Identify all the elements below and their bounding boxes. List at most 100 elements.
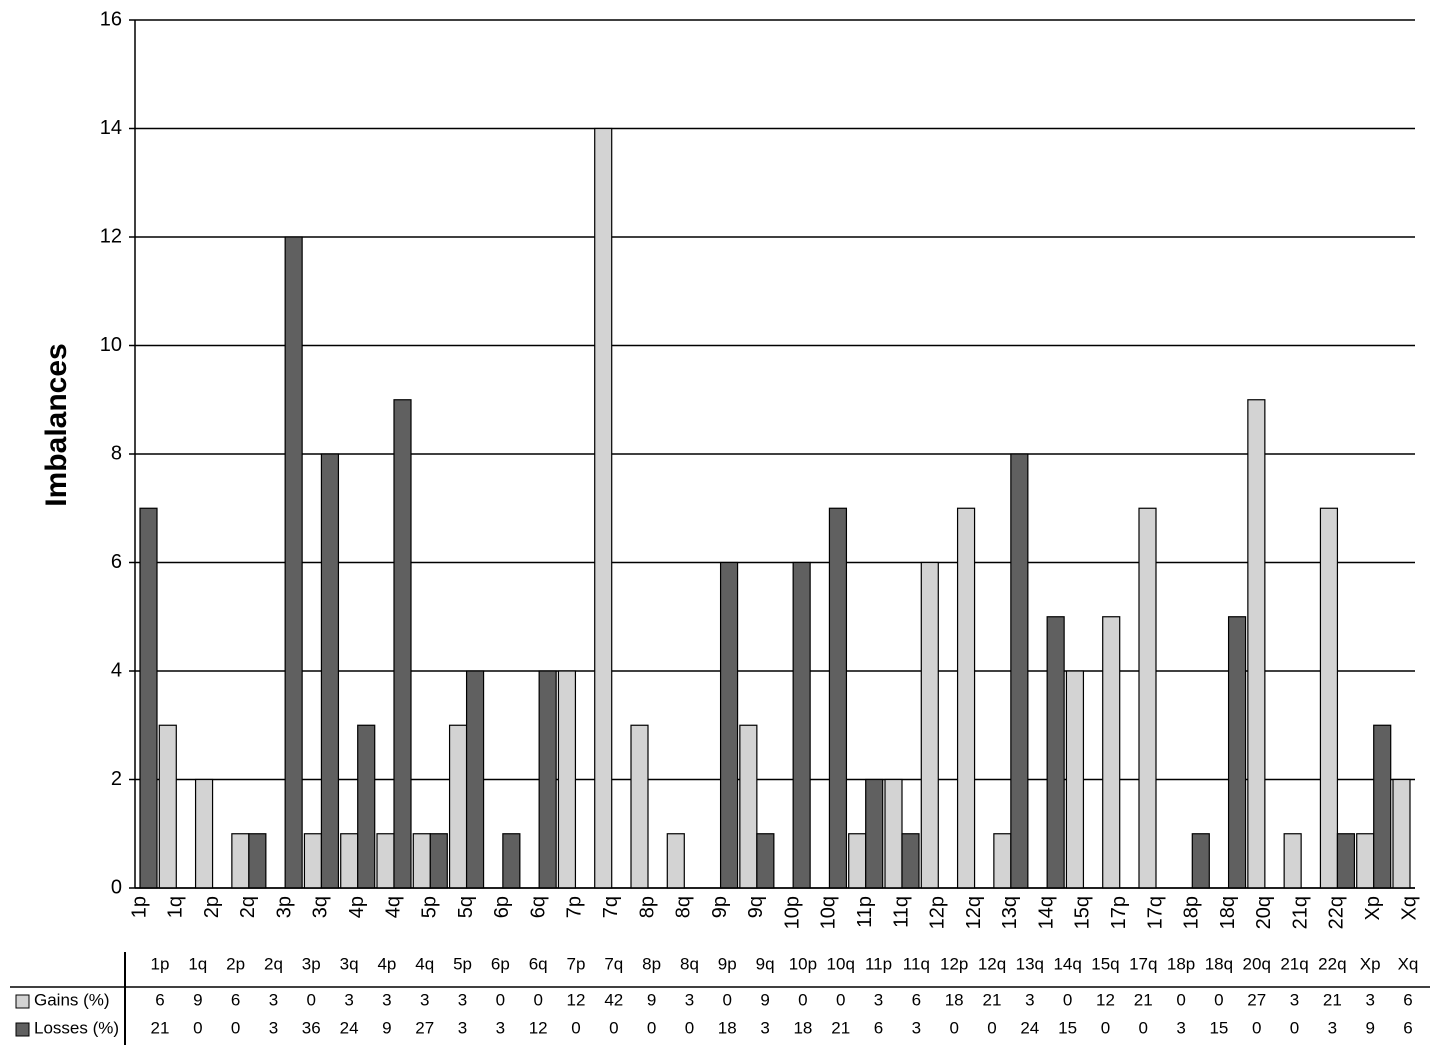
- table-cell: 0: [1252, 1018, 1261, 1037]
- x-tick-label: Xq: [1398, 896, 1420, 920]
- table-cell: 18: [793, 1018, 812, 1037]
- table-header: 12q: [978, 954, 1006, 973]
- bar: [284, 236, 303, 889]
- table-header: 4p: [377, 954, 396, 973]
- table-cell: 0: [836, 990, 845, 1009]
- bar: [194, 778, 214, 889]
- table-cell: 3: [760, 1018, 769, 1037]
- table-header: 2q: [264, 954, 283, 973]
- x-tick-label: 4p: [346, 896, 368, 918]
- bar: [1283, 833, 1302, 889]
- x-tick-label: 12p: [927, 896, 949, 929]
- table-cell: 3: [874, 990, 883, 1009]
- table-cell: 0: [193, 1018, 202, 1037]
- bar: [956, 507, 976, 889]
- bar: [1065, 670, 1085, 889]
- table-header: 18q: [1205, 954, 1233, 973]
- table-cell: 3: [344, 990, 353, 1009]
- bar: [719, 561, 739, 889]
- bar: [1336, 833, 1356, 889]
- x-tick-label: 1q: [165, 896, 187, 918]
- table-cell: 0: [533, 990, 542, 1009]
- x-tick-label: 10p: [781, 896, 803, 929]
- table-cell: 12: [529, 1018, 548, 1037]
- table-header: 3q: [340, 954, 359, 973]
- table-header: 22q: [1318, 954, 1346, 973]
- x-tick-label: 7q: [600, 896, 622, 918]
- table-cell: 24: [340, 1018, 359, 1037]
- bar: [666, 833, 685, 889]
- bar: [139, 507, 158, 889]
- table-cell: 18: [718, 1018, 737, 1037]
- table-header: 7p: [567, 954, 586, 973]
- table-header: 21q: [1280, 954, 1308, 973]
- bar: [303, 833, 323, 889]
- x-tick-label: 12q: [963, 896, 985, 929]
- table-cell: 6: [1403, 1018, 1412, 1037]
- y-tick-label: 6: [111, 551, 122, 573]
- bar: [557, 670, 577, 889]
- bar: [429, 833, 448, 889]
- table-header: 13q: [1016, 954, 1044, 973]
- table-cell: 3: [382, 990, 391, 1009]
- table-header: 6p: [491, 954, 510, 973]
- table-cell: 21: [831, 1018, 850, 1037]
- bar: [357, 724, 376, 889]
- x-tick-label: 17q: [1144, 896, 1166, 929]
- legend-label: Gains (%): [34, 990, 110, 1009]
- y-tick-label: 8: [111, 442, 122, 464]
- table-cell: 6: [874, 1018, 883, 1037]
- table-cell: 6: [155, 990, 164, 1009]
- x-tick-label: Xp: [1362, 896, 1384, 920]
- y-tick-label: 16: [100, 8, 122, 30]
- table-cell: 9: [382, 1018, 391, 1037]
- table-cell: 3: [269, 990, 278, 1009]
- table-header: 11q: [903, 954, 930, 973]
- bar: [248, 833, 267, 889]
- bar: [1247, 399, 1266, 889]
- table-cell: 21: [1323, 990, 1342, 1009]
- x-tick-label: 10q: [818, 896, 840, 929]
- x-tick-label: 6q: [527, 896, 549, 918]
- table-cell: 0: [987, 1018, 996, 1037]
- table-cell: 0: [1290, 1018, 1299, 1037]
- bar: [594, 127, 613, 889]
- bar: [1046, 616, 1065, 889]
- table-cell: 0: [571, 1018, 580, 1037]
- bar: [1319, 507, 1339, 889]
- table-header: 8q: [680, 954, 699, 973]
- bar: [1102, 616, 1121, 889]
- y-tick-label: 4: [111, 659, 122, 681]
- table-cell: 15: [1058, 1018, 1077, 1037]
- table-cell: 3: [458, 1018, 467, 1037]
- table-cell: 21: [1134, 990, 1153, 1009]
- table-header: 1q: [188, 954, 207, 973]
- table-cell: 0: [1214, 990, 1223, 1009]
- x-tick-label: 8q: [673, 896, 695, 918]
- y-tick-label: 2: [111, 768, 122, 790]
- bar: [884, 778, 903, 889]
- x-tick-label: 5p: [419, 896, 441, 918]
- legend-swatch: [15, 1022, 30, 1037]
- table-cell: 3: [420, 990, 429, 1009]
- bar: [502, 833, 521, 889]
- x-tick-label: 6p: [491, 896, 513, 918]
- table-cell: 21: [151, 1018, 170, 1037]
- x-tick-label: 1p: [128, 896, 150, 918]
- table-header: 7q: [604, 954, 623, 973]
- table-cell: 0: [685, 1018, 694, 1037]
- y-tick-label: 12: [100, 225, 122, 247]
- table-cell: 3: [1290, 990, 1299, 1009]
- table-header: 8p: [642, 954, 661, 973]
- bar: [993, 833, 1012, 889]
- table-header: 3p: [302, 954, 321, 973]
- y-tick-label: 10: [100, 334, 122, 356]
- table-cell: 3: [1328, 1018, 1337, 1037]
- table-header: 14q: [1053, 954, 1081, 973]
- bar: [1373, 724, 1392, 889]
- table-cell: 15: [1209, 1018, 1228, 1037]
- bar: [901, 833, 920, 889]
- table-cell: 9: [760, 990, 769, 1009]
- table-cell: 0: [496, 990, 505, 1009]
